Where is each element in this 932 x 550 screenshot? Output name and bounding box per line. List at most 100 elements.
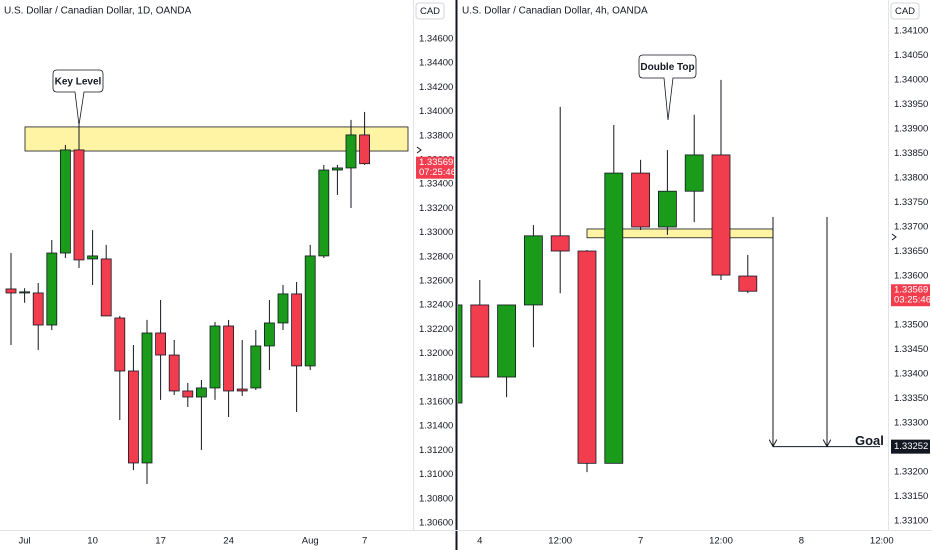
y-tick-label: 1.33400 bbox=[894, 369, 928, 380]
candle-body bbox=[359, 134, 371, 165]
y-tick-label: 1.34600 bbox=[419, 33, 453, 44]
candle-body bbox=[604, 172, 624, 464]
y-tick-label: 1.32200 bbox=[419, 324, 453, 335]
goal-price-box bbox=[891, 439, 930, 454]
y-tick-label: 1.30800 bbox=[419, 493, 453, 504]
callout bbox=[638, 54, 697, 121]
candle-body bbox=[100, 258, 112, 317]
candle-body bbox=[497, 304, 517, 378]
y-tick-label: 1.34000 bbox=[419, 106, 453, 117]
currency[interactable]: CAD bbox=[420, 6, 440, 17]
price-scale-arrow bbox=[891, 233, 897, 241]
candle-body bbox=[291, 293, 303, 367]
candle-body bbox=[458, 304, 463, 404]
y-tick-label: 1.34100 bbox=[894, 25, 928, 36]
y-tick-label: 1.33800 bbox=[419, 130, 453, 141]
y-tick-label: 1.34000 bbox=[894, 74, 928, 85]
y-tick-label: 1.33400 bbox=[419, 179, 453, 190]
x-tick-label: Jul bbox=[19, 536, 31, 547]
y-tick-label: 1.31800 bbox=[419, 372, 453, 383]
y-tick-label: 1.32800 bbox=[419, 251, 453, 262]
resistance-zone bbox=[24, 126, 409, 152]
x-tick-label: 8 bbox=[799, 536, 804, 547]
x-tick-label: 10 bbox=[87, 536, 98, 547]
currency[interactable]: CAD bbox=[895, 6, 915, 17]
y-tick-label: 1.33600 bbox=[894, 271, 928, 282]
y-tick-label: 1.33150 bbox=[894, 491, 928, 502]
goal-label: Goal bbox=[855, 433, 884, 448]
callout-label: Key Level bbox=[55, 77, 102, 88]
candle-body bbox=[711, 154, 731, 276]
candle-body bbox=[46, 252, 58, 326]
plot-area bbox=[458, 79, 880, 473]
countdown-label: 03:25:46 bbox=[894, 295, 931, 306]
x-tick-label: 12:00 bbox=[548, 536, 572, 547]
y-tick-label: 1.31000 bbox=[419, 469, 453, 480]
candle-body bbox=[631, 172, 650, 228]
candle-body bbox=[738, 275, 758, 292]
currency-box[interactable] bbox=[890, 2, 920, 20]
y-tick-label: 1.33450 bbox=[894, 344, 928, 355]
y-tick-label: 1.33350 bbox=[894, 393, 928, 404]
candle-body bbox=[195, 387, 207, 398]
y-tick-label: 1.33700 bbox=[894, 222, 928, 233]
y-tick-label: 1.34200 bbox=[419, 82, 453, 93]
candle-body bbox=[223, 325, 235, 392]
candle-body bbox=[141, 332, 153, 464]
candle-body bbox=[470, 304, 490, 378]
y-tick-label: 1.33650 bbox=[894, 246, 928, 257]
candle-body bbox=[550, 235, 570, 252]
candle-body bbox=[250, 345, 262, 389]
candle-body bbox=[524, 235, 543, 306]
candle-body bbox=[87, 255, 98, 260]
candle-body bbox=[182, 390, 194, 398]
y-tick-label: 1.33900 bbox=[894, 123, 928, 134]
countdown-label: 07:25:46 bbox=[419, 167, 456, 178]
chart-title: U.S. Dollar / Canadian Dollar, 1D, OANDA bbox=[4, 6, 192, 17]
x-tick-label: 12:00 bbox=[870, 536, 894, 547]
last-price-label: 1.33569 bbox=[894, 285, 928, 296]
last-price-box bbox=[416, 156, 454, 179]
y-tick-label: 1.33850 bbox=[894, 148, 928, 159]
y-tick-label: 1.33950 bbox=[894, 99, 928, 110]
x-tick-label: 17 bbox=[155, 536, 166, 547]
currency-box[interactable] bbox=[415, 2, 445, 20]
y-tick-label: 1.32000 bbox=[419, 348, 453, 359]
x-tick-label: Aug bbox=[302, 536, 319, 547]
candle-body bbox=[168, 354, 180, 392]
y-tick-label: 1.33800 bbox=[894, 172, 928, 183]
y-tick-label: 1.31600 bbox=[419, 396, 453, 407]
y-tick-label: 1.33200 bbox=[894, 467, 928, 478]
last-price-box bbox=[891, 284, 930, 307]
candle-body bbox=[19, 291, 31, 294]
y-tick-label: 1.31200 bbox=[419, 445, 453, 456]
last-price-label: 1.33569 bbox=[419, 157, 453, 168]
y-tick-label: 1.34050 bbox=[894, 50, 928, 61]
candle-body bbox=[318, 169, 330, 257]
y-tick-label: 1.33100 bbox=[894, 516, 928, 527]
x-tick-label: 12:00 bbox=[709, 536, 733, 547]
candle-body bbox=[577, 250, 597, 464]
y-tick-label: 1.31400 bbox=[419, 421, 453, 432]
callout-label: Double Top bbox=[640, 62, 694, 73]
candle-body bbox=[658, 190, 677, 228]
goal-price-label: 1.33252 bbox=[894, 441, 928, 452]
x-tick-label: 24 bbox=[223, 536, 234, 547]
candle-body bbox=[263, 322, 275, 347]
candle-body bbox=[114, 317, 126, 372]
y-tick-label: 1.33750 bbox=[894, 197, 928, 208]
y-tick-label: 1.33500 bbox=[894, 320, 928, 331]
y-tick-label: 1.32600 bbox=[419, 275, 453, 286]
candle-body bbox=[277, 293, 289, 324]
candle-body bbox=[345, 134, 357, 169]
candle-body bbox=[127, 370, 139, 464]
y-tick-label: 1.33300 bbox=[894, 418, 928, 429]
x-tick-label: 4 bbox=[477, 536, 482, 547]
candle-body bbox=[155, 332, 167, 356]
y-tick-label: 1.32400 bbox=[419, 300, 453, 311]
y-tick-label: 1.33200 bbox=[419, 203, 453, 214]
y-tick-label: 1.34400 bbox=[419, 58, 453, 69]
candle-body bbox=[684, 154, 704, 192]
